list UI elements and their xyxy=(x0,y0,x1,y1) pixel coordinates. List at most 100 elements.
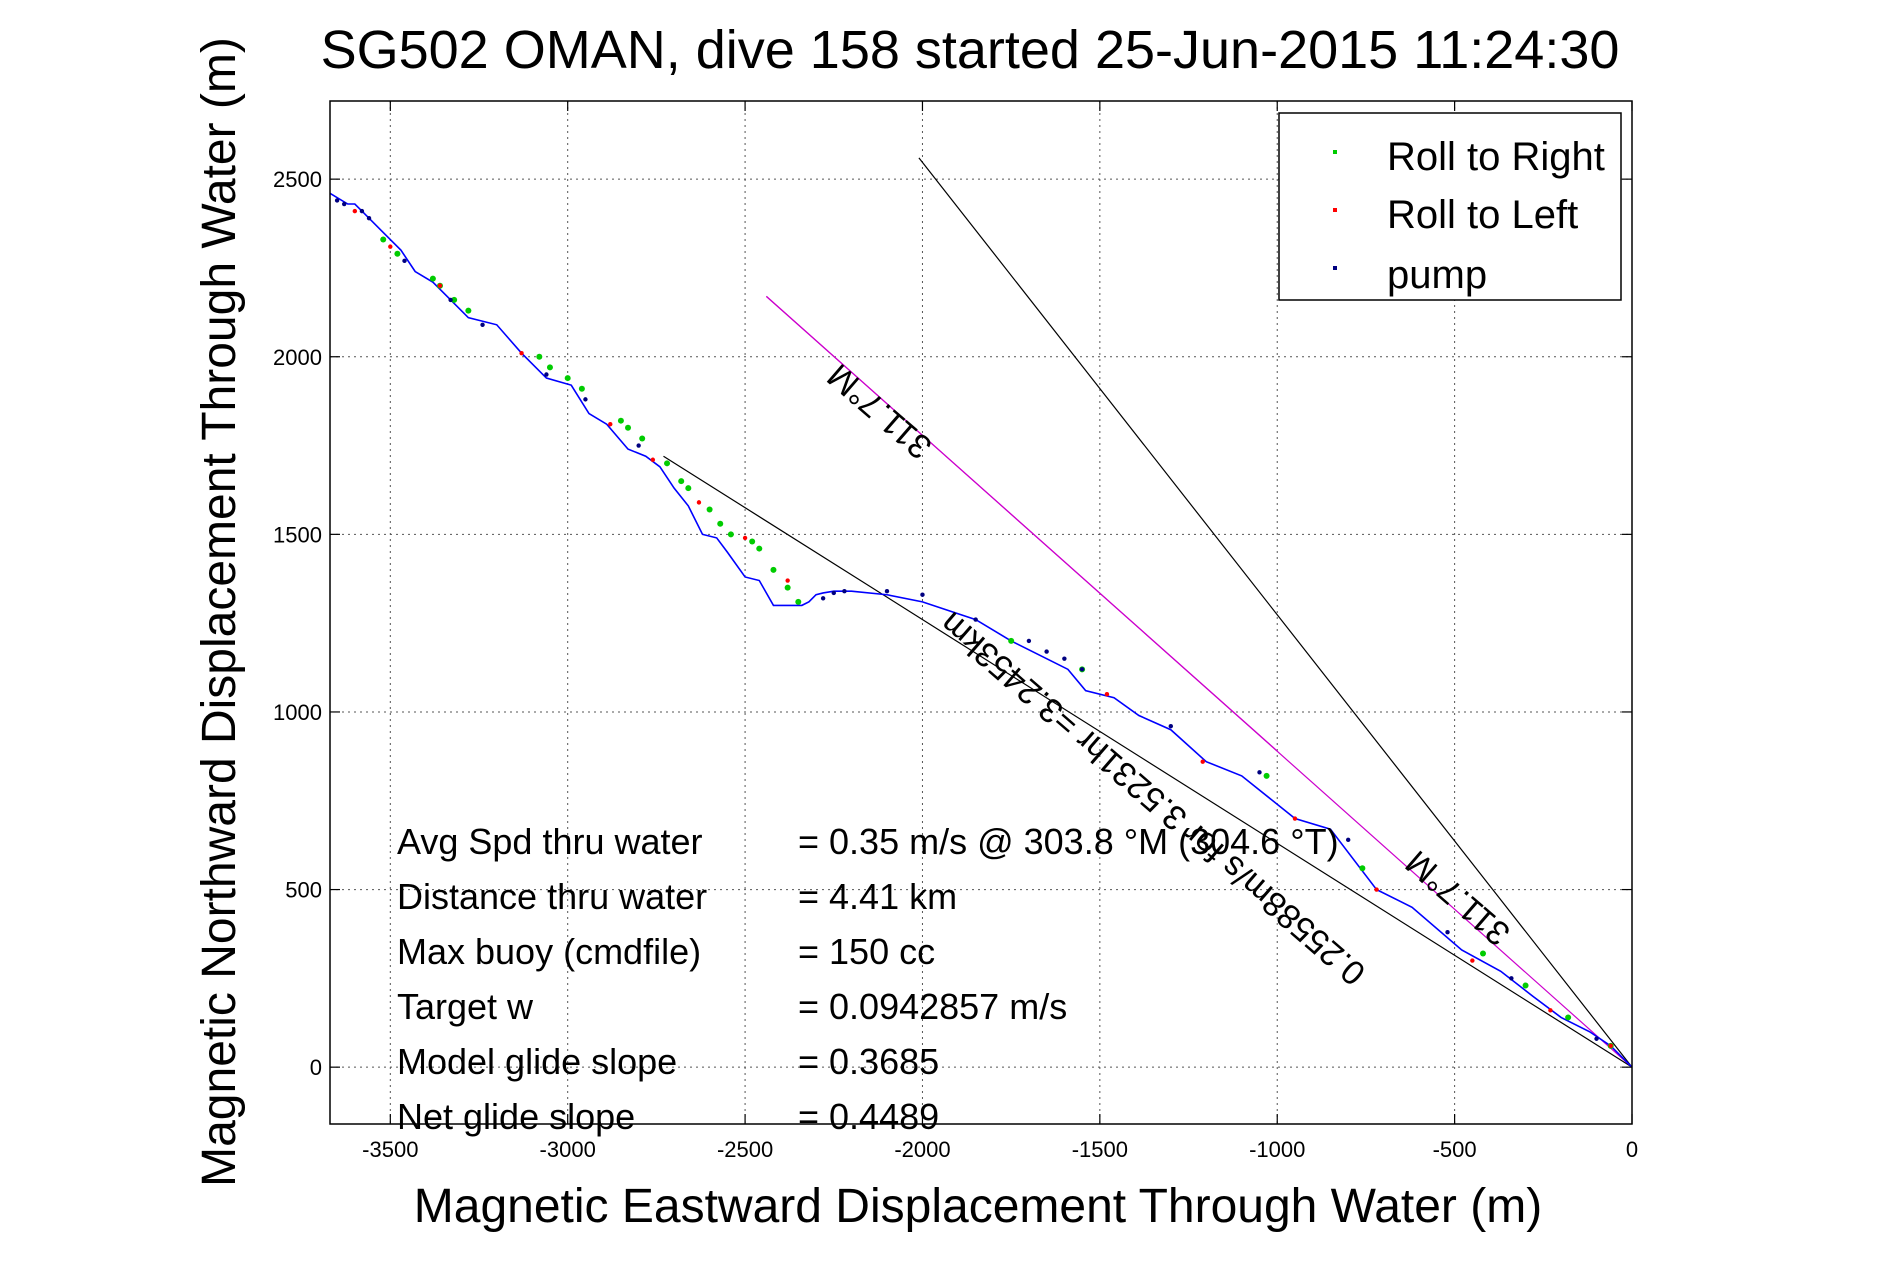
marker-layer xyxy=(334,198,1614,1049)
x-tick-label: -3500 xyxy=(362,1137,418,1162)
rolls-right-marker xyxy=(536,353,543,360)
legend: Roll to Right Roll to Left pump xyxy=(1278,112,1622,301)
tick-labels: -3500 -3000 -2500 -2000 -1500 -1000 -500 0 0 500 1… xyxy=(273,101,1638,1162)
pump-marker xyxy=(820,596,826,601)
pump-marker xyxy=(366,216,372,221)
annotations: Avg Spd thru water = 0.35 m/s @ 303.8 °M… xyxy=(397,821,1339,1137)
annotation-value: = 0.4489 xyxy=(798,1096,939,1137)
legend-marker-pump xyxy=(1333,266,1337,270)
rolls-right-marker xyxy=(1522,982,1529,989)
rolls-right-marker xyxy=(756,545,763,552)
x-tick-label: -2000 xyxy=(894,1137,950,1162)
pump-marker xyxy=(884,588,890,594)
rolls-left-marker xyxy=(1374,887,1379,892)
annotation-label: Net glide slope xyxy=(397,1096,635,1137)
rolls-left-marker xyxy=(1200,759,1205,764)
plot-frame xyxy=(329,100,1633,1125)
annotation-value: = 0.0942857 m/s xyxy=(798,986,1067,1027)
pump-marker xyxy=(341,201,347,207)
rolls-right-marker xyxy=(1263,772,1270,779)
pump-marker xyxy=(334,198,340,203)
pump-marker xyxy=(920,592,925,597)
rolls-right-marker xyxy=(664,460,671,467)
pump-marker xyxy=(1044,649,1049,654)
rolls-left-marker xyxy=(519,350,524,356)
glider-track-line xyxy=(329,192,1633,1068)
reference-lines xyxy=(663,157,1633,1068)
x-tick-label: -500 xyxy=(1433,1137,1477,1162)
rolls-right-marker xyxy=(394,250,401,257)
pump-marker xyxy=(480,322,485,327)
rolls-right-marker xyxy=(578,385,585,392)
y-tick-label: 1500 xyxy=(273,522,322,547)
annotation-label: Model glide slope xyxy=(397,1041,677,1082)
rolls-right-marker xyxy=(617,417,624,424)
pump-marker xyxy=(1594,1036,1599,1041)
bearing-label: 0.25588m/s for 3.5231hr =3.2453km xyxy=(933,604,1373,992)
rolls-right-marker xyxy=(451,296,458,303)
annotation-label: Distance thru water xyxy=(397,876,707,917)
grid xyxy=(330,101,1632,1124)
y-tick-label: 0 xyxy=(310,1055,322,1080)
pump-marker xyxy=(583,397,588,402)
rolls-left-marker xyxy=(437,283,443,288)
annotation-label: Avg Spd thru water xyxy=(397,821,703,862)
chart-title: SG502 OMAN, dive 158 started 25-Jun-2015… xyxy=(321,20,1620,80)
rolls-right-marker xyxy=(380,236,387,243)
rolls-left-marker xyxy=(742,535,748,541)
rolls-right-marker xyxy=(770,566,777,573)
legend-label-pump: pump xyxy=(1387,253,1487,297)
bearing-line xyxy=(765,295,1278,752)
pump-marker xyxy=(1026,638,1032,644)
rolls-right-marker xyxy=(546,364,553,371)
rolls-left-marker xyxy=(1104,691,1110,697)
y-tick-label: 500 xyxy=(285,878,322,903)
rolls-right-marker xyxy=(727,531,734,538)
y-tick-label: 2000 xyxy=(273,345,322,370)
bearing-line xyxy=(918,157,1633,1068)
y-tick-label: 1000 xyxy=(273,700,322,725)
pump-marker xyxy=(1079,667,1085,672)
rolls-right-marker xyxy=(678,478,685,485)
y-tick-label: 2500 xyxy=(273,167,322,192)
rolls-left-marker xyxy=(1292,816,1298,821)
pump-marker xyxy=(359,208,365,214)
legend-label-roll-right: Roll to Right xyxy=(1387,135,1605,179)
rolls-left-marker xyxy=(650,457,656,462)
legend-marker-roll-right xyxy=(1333,150,1337,154)
x-tick-label: -1000 xyxy=(1249,1137,1305,1162)
track-layer xyxy=(329,192,1633,1068)
pump-marker xyxy=(1168,723,1174,729)
annotation-value: = 0.3685 xyxy=(798,1041,939,1082)
y-axis-label: Magnetic Northward Displacement Through … xyxy=(193,37,246,1187)
rolls-right-marker xyxy=(1008,637,1015,644)
rolls-right-marker xyxy=(1359,865,1366,872)
rolls-right-marker xyxy=(784,584,791,591)
rolls-right-marker xyxy=(1479,950,1486,957)
pump-marker xyxy=(1445,929,1450,935)
rolls-right-marker xyxy=(429,275,436,282)
annotation-label: Max buoy (cmdfile) xyxy=(397,931,701,972)
annotation-value: = 0.35 m/s @ 303.8 °M (304.6 °T) xyxy=(798,821,1339,862)
pump-marker xyxy=(1257,770,1262,775)
legend-marker-roll-left xyxy=(1333,208,1337,212)
annotation-value: = 4.41 km xyxy=(798,876,957,917)
rolls-right-marker xyxy=(639,435,646,442)
pump-marker xyxy=(1345,837,1351,843)
rolls-right-marker xyxy=(685,485,692,492)
x-tick-label: -1500 xyxy=(1072,1137,1128,1162)
pump-marker xyxy=(842,588,847,594)
rolls-right-marker xyxy=(465,307,472,314)
rolls-right-marker xyxy=(706,506,713,513)
rolls-right-marker xyxy=(717,520,724,527)
rolls-left-marker xyxy=(1470,958,1475,963)
annotation-value: = 150 cc xyxy=(798,931,935,972)
rolls-left-marker xyxy=(352,208,358,214)
rolls-right-marker xyxy=(625,424,632,431)
x-tick-label: -3000 xyxy=(540,1137,596,1162)
rolls-left-marker xyxy=(388,244,393,249)
pump-marker xyxy=(636,443,641,448)
x-tick-label: -2500 xyxy=(717,1137,773,1162)
rolls-right-marker xyxy=(795,598,802,605)
